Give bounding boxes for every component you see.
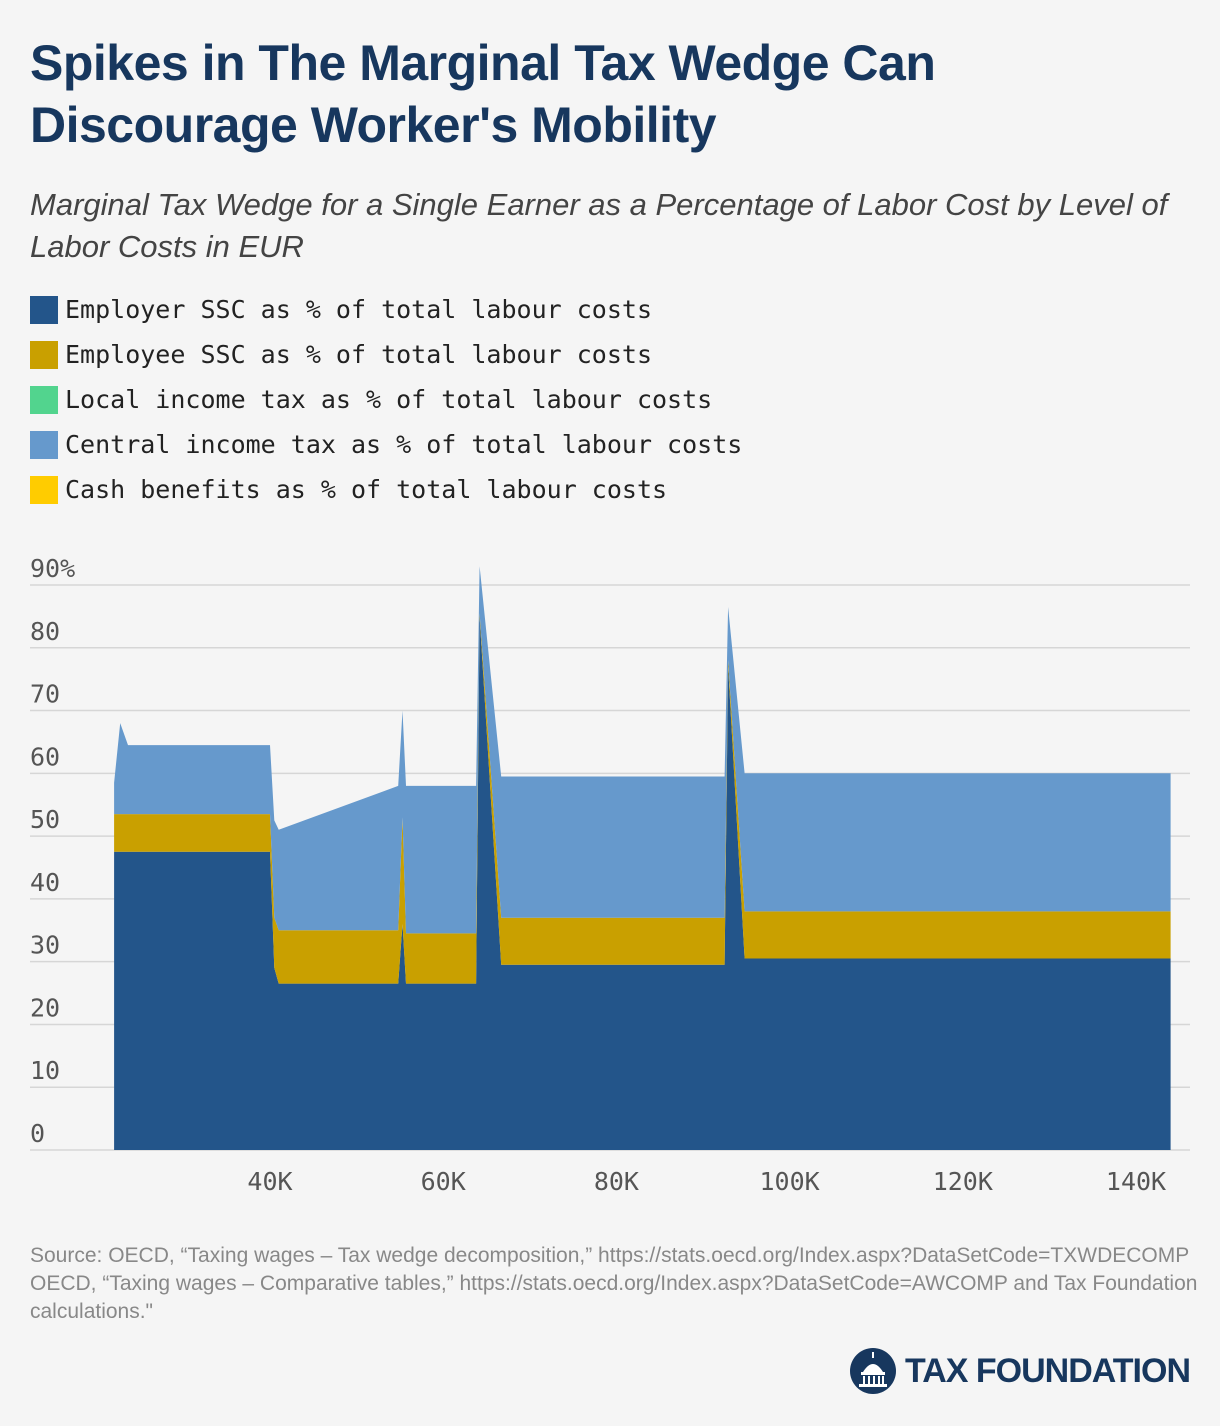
y-tick-label: 30 [30,931,60,960]
tax-foundation-logo: TAX FOUNDATION [849,1348,1191,1394]
legend-label-cash-benefits: Cash benefits as % of total labour costs [65,475,668,504]
chart-title: Spikes in The Marginal Tax Wedge Can Dis… [30,35,936,153]
series-area-0 [114,616,1171,1150]
legend-swatch-local-income-tax [30,385,58,414]
series-area-1 [114,613,1171,984]
legend-swatch-employer-ssc [30,295,58,324]
legend-swatch-cash-benefits [30,475,58,504]
y-tick-label: 10 [30,1056,60,1085]
stacked-area-chart: 0 10 20 30 40 50 60 70 80 90% 40K 60K 80K 100K 120K 140… [30,554,1190,1196]
legend-label-local-income-tax: Local income tax as % of total labour co… [65,385,713,414]
legend-item-employer-ssc: Employer SSC as % of total labour costs [30,287,742,332]
source-note: Source: OECD, “Taxing wages – Tax wedge … [30,1244,1198,1323]
y-tick-label: 80 [30,617,60,646]
capitol-dome-icon [849,1348,896,1394]
legend-label-employer-ssc: Employer SSC as % of total labour costs [65,295,652,324]
x-tick-label: 100K [759,1167,819,1196]
x-tick-label: 60K [421,1167,466,1196]
legend-item-employee-ssc: Employee SSC as % of total labour costs [30,332,742,377]
legend-item-central-income-tax: Central income tax as % of total labour … [30,422,742,467]
y-tick-label: 60 [30,742,60,771]
legend-swatch-central-income-tax [30,430,58,459]
series-area-3 [114,566,1171,934]
y-tick-label: 40 [30,868,60,897]
legend: Employer SSC as % of total labour costs … [30,287,742,512]
legend-label-employee-ssc: Employee SSC as % of total labour costs [65,340,652,369]
chart-subtitle: Marginal Tax Wedge for a Single Earner a… [30,187,1168,264]
x-tick-label: 40K [247,1167,292,1196]
x-tick-label: 120K [933,1167,993,1196]
y-tick-label: 90% [30,554,75,583]
y-tick-label: 50 [30,805,60,834]
legend-item-local-income-tax: Local income tax as % of total labour co… [30,377,742,422]
legend-label-central-income-tax: Central income tax as % of total labour … [65,430,743,459]
x-tick-label: 140K [1106,1167,1166,1196]
y-tick-label: 70 [30,680,60,709]
logo-text: TAX FOUNDATION [904,1351,1191,1390]
legend-swatch-employee-ssc [30,340,58,369]
legend-item-cash-benefits: Cash benefits as % of total labour costs [30,467,742,512]
x-tick-label: 80K [594,1167,639,1196]
y-tick-label: 20 [30,993,60,1022]
y-tick-label: 0 [30,1119,45,1148]
